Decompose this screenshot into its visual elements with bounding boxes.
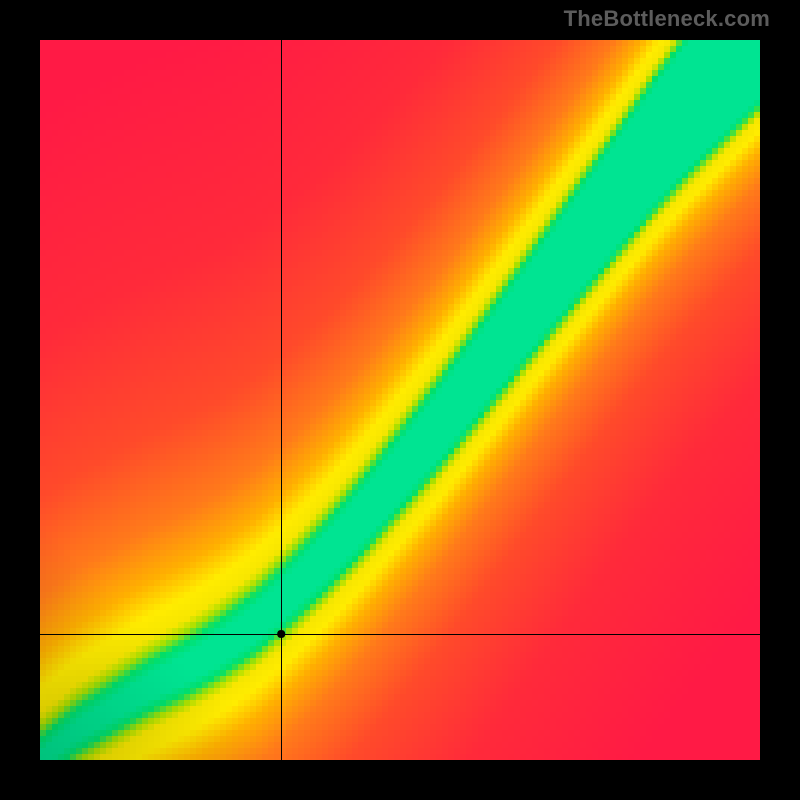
watermark-text: TheBottleneck.com [564,6,770,32]
bottleneck-heatmap [40,40,760,760]
plot-area [40,40,760,760]
chart-container: TheBottleneck.com [0,0,800,800]
